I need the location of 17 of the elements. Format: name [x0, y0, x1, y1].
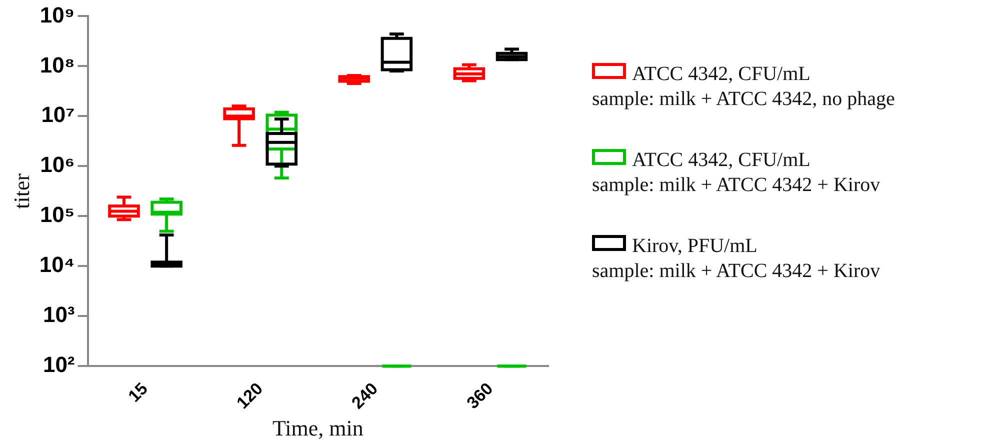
legend-label: Kirov, PFU/mL sample: milk + ATCC 4342 + Kirov [592, 234, 882, 284]
y-tick-label: 10⁹ [40, 2, 75, 28]
x-axis-title: Time, min [272, 416, 364, 441]
y-tick-label: 10⁵ [40, 202, 75, 228]
y-tick-label: 10⁸ [40, 52, 75, 78]
y-tick-label: 10⁴ [39, 252, 75, 278]
x-tick-label: 360 [463, 379, 497, 413]
y-tick-label: 10³ [42, 302, 75, 328]
y-tick-label: 10² [42, 352, 75, 378]
x-tick-label: 240 [348, 379, 382, 413]
legend-label: ATCC 4342, CFU/mL sample: milk + ATCC 4342 + Kirov [592, 148, 882, 198]
y-tick-label: 10⁷ [41, 102, 75, 128]
legend-label: ATCC 4342, CFU/mL sample: milk + ATCC 4342, no phage [592, 62, 895, 112]
x-tick-label: 15 [124, 379, 152, 406]
x-tick-label: 120 [232, 379, 266, 413]
y-tick-label: 10⁶ [40, 152, 75, 178]
y-axis-title: titer [8, 172, 34, 209]
